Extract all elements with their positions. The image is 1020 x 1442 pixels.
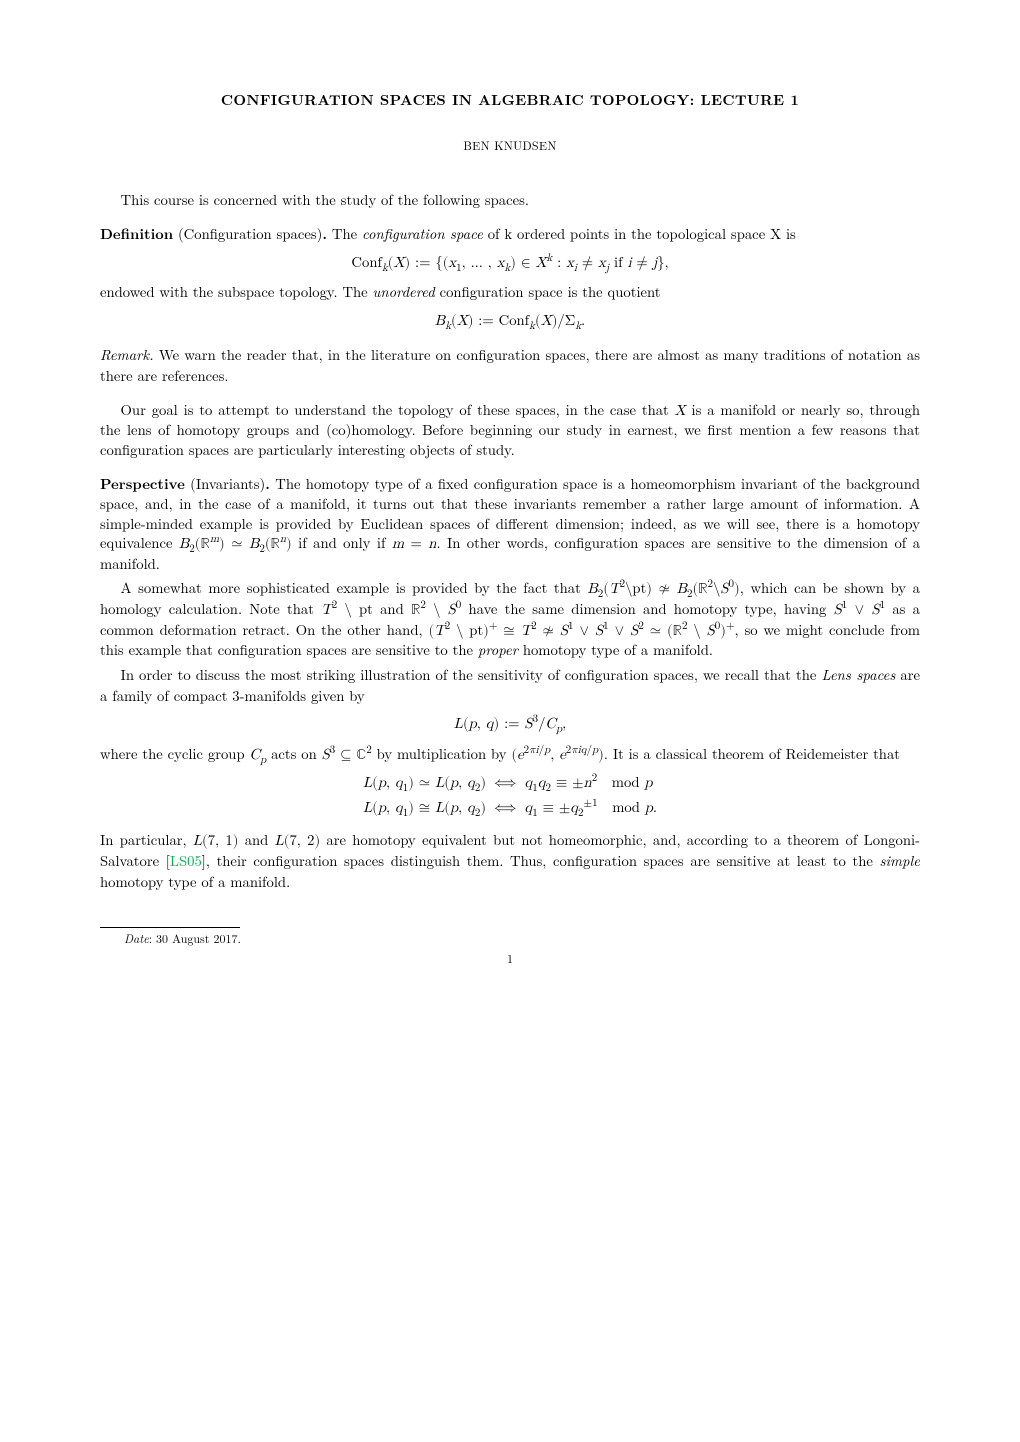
perspective-keyword-lens: Lens spaces	[822, 665, 896, 685]
perspective-text5b: ], their configuration spaces distinguis…	[202, 850, 880, 871]
perspective-label: Perspective	[100, 473, 185, 494]
definition-keyword2: unordered	[373, 282, 435, 302]
definition-after2: configuration space is the quotient	[435, 281, 661, 302]
perspective-p4: where the cyclic group Cp acts on S3 ⊆ ℂ…	[100, 744, 920, 765]
remark-label: Remark.	[100, 345, 154, 365]
definition-label: Definition	[100, 223, 173, 244]
footnote-label: Date	[124, 930, 149, 947]
remark-body: We warn the reader that, in the literatu…	[100, 344, 920, 386]
citation-ls05: LS05	[170, 850, 202, 871]
perspective-paren: (Invariants)	[190, 473, 265, 494]
footnote-date: Date: 30 August 2017.	[100, 931, 920, 947]
goal-text: Our goal is to attempt to understand the…	[100, 399, 920, 461]
remark-block: Remark. We warn the reader that, in the …	[100, 345, 920, 386]
definition-block: Definition (Configuration spaces). The c…	[100, 224, 920, 245]
intro-sentence: This course is concerned with the study …	[100, 190, 920, 210]
definition-before: The	[332, 223, 362, 244]
definition-after: of k ordered points in the topological s…	[483, 223, 796, 244]
perspective-p2: A somewhat more sophisticated example is…	[100, 578, 920, 661]
goal-paragraph: Our goal is to attempt to understand the…	[100, 400, 920, 460]
perspective-keyword-proper: proper	[478, 640, 518, 660]
definition-paren: (Configuration spaces)	[178, 223, 322, 244]
lens-formula: L(p, q) := S3/Cp,	[100, 714, 920, 734]
perspective-text2b: homotopy type of a manifold.	[518, 639, 713, 660]
page-number: 1	[100, 951, 920, 967]
footnote-rule	[100, 927, 240, 928]
perspective-text4: where the cyclic group Cp acts on S3 ⊆ ℂ…	[100, 743, 900, 764]
reidemeister-align: L(p, q1) ≃ L(p, q2) ⟺ q1q2 ≡ ±n2 mod p L…	[359, 770, 661, 820]
definition-after1: endowed with the subspace topology. The	[100, 281, 373, 302]
perspective-text5c: homotopy type of a manifold.	[100, 871, 290, 892]
footnote-text: : 30 August 2017.	[149, 930, 241, 947]
paper-title: CONFIGURATION SPACES IN ALGEBRAIC TOPOLO…	[100, 90, 920, 110]
perspective-p5: In particular, L(7, 1) and L(7, 2) are h…	[100, 830, 920, 891]
definition-formula-1: Confk(X) := {(x1, … , xk) ∈ Xk : xi ≠ xj…	[100, 253, 920, 273]
definition-formula-2: Bk(X) := Confk(X)/Σk.	[100, 311, 920, 331]
perspective-p3: In order to discuss the most striking il…	[100, 665, 920, 706]
definition-after-formula: endowed with the subspace topology. The …	[100, 282, 920, 303]
definition-keyword: configuration space	[362, 224, 483, 244]
perspective-keyword-simple: simple	[880, 851, 920, 871]
perspective-p1: Perspective (Invariants). The homotopy t…	[100, 474, 920, 574]
paper-author: BEN KNUDSEN	[100, 138, 920, 154]
perspective-text3a: In order to discuss the most striking il…	[121, 664, 822, 685]
